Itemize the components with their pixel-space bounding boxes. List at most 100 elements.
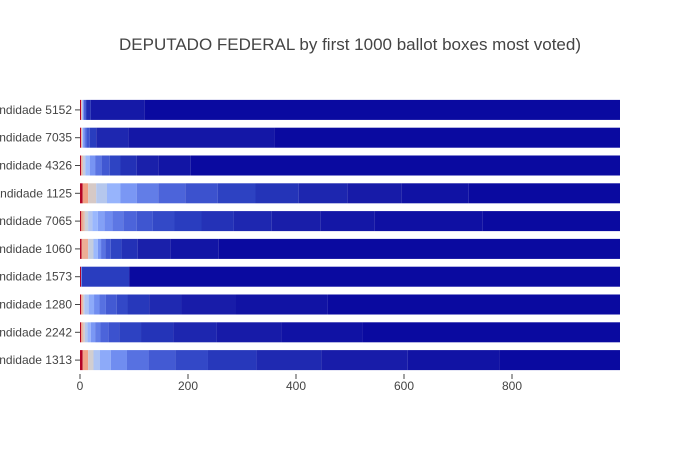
bar-segment bbox=[281, 322, 362, 342]
y-tick-label: Candidade 2242 bbox=[0, 325, 72, 339]
chart-title: DEPUTADO FEDERAL by first 1000 ballot bo… bbox=[119, 35, 581, 54]
bar-segment bbox=[82, 128, 83, 148]
bar-segment bbox=[110, 155, 121, 175]
x-tick-label: 600 bbox=[394, 379, 414, 393]
bar-segment bbox=[96, 128, 128, 148]
bar-segment bbox=[82, 100, 83, 120]
bar-segment bbox=[141, 322, 173, 342]
y-tick-label: Candidade 1280 bbox=[0, 298, 72, 312]
bar-segment bbox=[109, 322, 120, 342]
bar-segment bbox=[80, 211, 81, 231]
bar-segment bbox=[84, 294, 88, 314]
bar-segment bbox=[127, 350, 149, 370]
bar-segment bbox=[138, 239, 170, 259]
bar-segment bbox=[256, 183, 299, 203]
bar-segment bbox=[80, 128, 81, 148]
bar-segment bbox=[86, 100, 90, 120]
bar-segment bbox=[122, 239, 138, 259]
bar-segment bbox=[121, 155, 137, 175]
bar-segment bbox=[84, 100, 86, 120]
bar-segment bbox=[81, 267, 82, 287]
bar-segment bbox=[82, 267, 130, 287]
y-tick-label: Candidade 5152 bbox=[0, 103, 72, 117]
bar-segment bbox=[83, 211, 85, 231]
bar-segment bbox=[320, 211, 374, 231]
bar-segment bbox=[175, 211, 202, 231]
bar-segment bbox=[80, 294, 81, 314]
bar-segment bbox=[182, 294, 236, 314]
bar-segment bbox=[83, 322, 85, 342]
bar-segment bbox=[219, 239, 620, 259]
bar-segment bbox=[80, 322, 81, 342]
bar-segment bbox=[88, 350, 93, 370]
y-tick-label: Candidade 1313 bbox=[0, 353, 72, 367]
bar-segment bbox=[89, 294, 94, 314]
bar-segment bbox=[83, 128, 85, 148]
bar-segment bbox=[94, 350, 100, 370]
y-axis: Candidade 5152 Candidade 7035 Candidade 43… bbox=[0, 103, 80, 367]
bar-segment bbox=[82, 239, 88, 259]
bar-segment bbox=[104, 211, 112, 231]
bar-segment bbox=[81, 294, 83, 314]
bar-segment bbox=[119, 322, 141, 342]
bar-segment bbox=[374, 211, 482, 231]
y-tick-label: Candidade 4326 bbox=[0, 159, 72, 173]
bar-segment bbox=[81, 128, 82, 148]
bar-segment bbox=[94, 239, 98, 259]
bar-segment bbox=[401, 183, 469, 203]
bar-segment bbox=[88, 183, 96, 203]
bar-segment bbox=[129, 128, 275, 148]
bar-segment bbox=[80, 350, 83, 370]
bar-segment bbox=[81, 100, 82, 120]
bar-segment bbox=[95, 155, 101, 175]
bar-segment bbox=[153, 211, 175, 231]
bar-segment bbox=[117, 294, 128, 314]
bar-segment bbox=[327, 294, 620, 314]
bar-segment bbox=[347, 183, 401, 203]
bar-segment bbox=[101, 322, 109, 342]
bar-segment bbox=[85, 211, 88, 231]
bar-segment bbox=[80, 267, 81, 287]
bar-segment bbox=[123, 211, 137, 231]
bar-segment bbox=[137, 211, 153, 231]
bar-segment bbox=[149, 350, 176, 370]
bar-segment bbox=[158, 155, 190, 175]
bar-segment bbox=[83, 100, 84, 120]
bar-segment bbox=[158, 183, 185, 203]
bar-segment bbox=[137, 183, 159, 203]
x-axis: 0 200 400 600 800 bbox=[77, 374, 523, 393]
bar-segment bbox=[96, 183, 107, 203]
bar-segment bbox=[362, 322, 620, 342]
bar-segment bbox=[106, 294, 117, 314]
bar-segment bbox=[99, 294, 105, 314]
bar-segment bbox=[83, 294, 85, 314]
bar-segment bbox=[90, 155, 95, 175]
bar-segment bbox=[170, 239, 219, 259]
bar-segment bbox=[101, 239, 105, 259]
bar-segment bbox=[83, 350, 88, 370]
bar-segment bbox=[137, 155, 159, 175]
bar-segment bbox=[94, 294, 99, 314]
bar-segment bbox=[80, 239, 82, 259]
bar-segment bbox=[107, 183, 121, 203]
bar-segment bbox=[86, 128, 89, 148]
bar-segment bbox=[90, 128, 96, 148]
bar-segment bbox=[274, 128, 620, 148]
bar-segment bbox=[81, 322, 83, 342]
bar-segment bbox=[149, 294, 181, 314]
bar-segment bbox=[83, 155, 86, 175]
bar-segment bbox=[83, 183, 88, 203]
bar-segment bbox=[408, 350, 500, 370]
bar-segment bbox=[482, 211, 620, 231]
bar-segment bbox=[469, 183, 620, 203]
bar-segment bbox=[144, 100, 620, 120]
bar-segment bbox=[98, 211, 104, 231]
bar-segment bbox=[236, 294, 328, 314]
bar-segment bbox=[257, 350, 322, 370]
bar-segment bbox=[176, 350, 208, 370]
x-tick-label: 200 bbox=[178, 379, 198, 393]
bar-segment bbox=[102, 155, 110, 175]
bar-segment bbox=[98, 239, 101, 259]
bar-segment bbox=[88, 239, 93, 259]
